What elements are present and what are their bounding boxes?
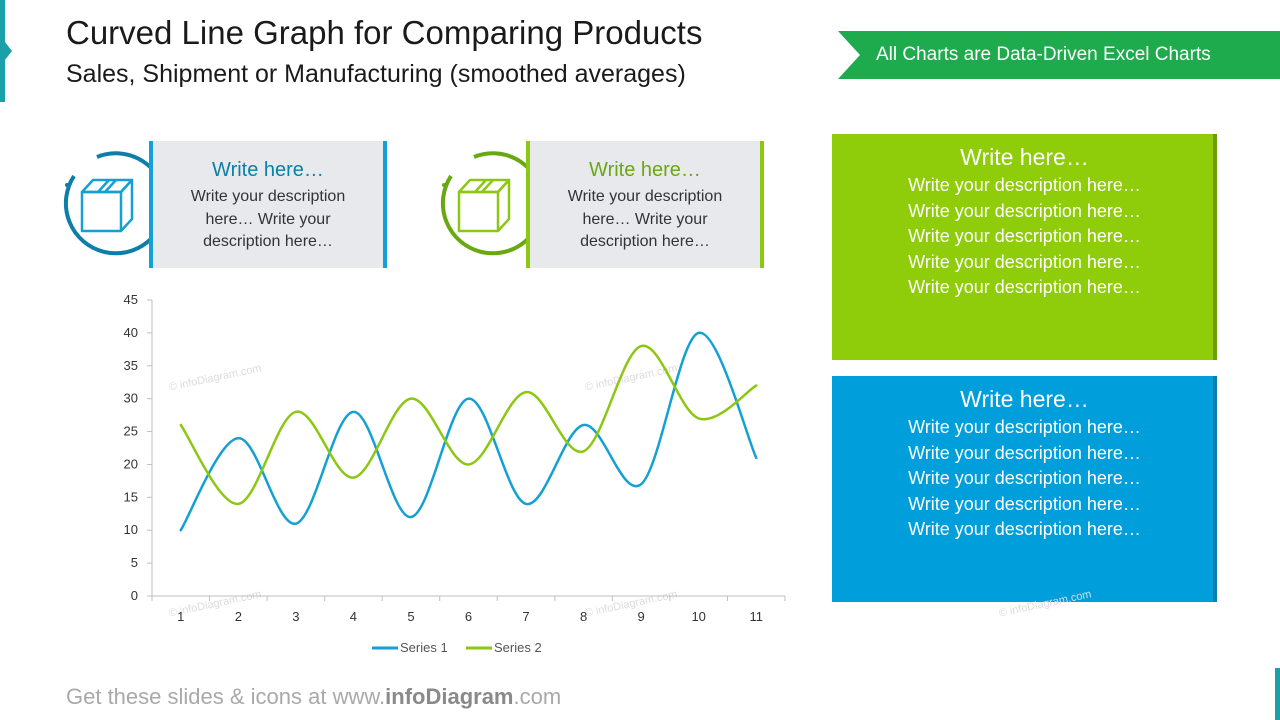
- callout-blue: Write here… Write your description here……: [149, 141, 387, 268]
- x-tick-label: 10: [691, 609, 705, 624]
- x-tick-label: 8: [580, 609, 587, 624]
- panel-heading: Write here…: [960, 386, 1089, 412]
- callout-left-bar: [149, 141, 153, 268]
- x-tick-label: 2: [235, 609, 242, 624]
- x-tick-label: 7: [522, 609, 529, 624]
- legend-label: Series 2: [494, 640, 542, 655]
- y-tick-label: 25: [124, 424, 138, 439]
- box-icon: [52, 148, 168, 265]
- callout-card: Write here… Write your description here……: [153, 141, 383, 268]
- x-tick-label: 9: [638, 609, 645, 624]
- x-tick-label: 3: [292, 609, 299, 624]
- left-accent-notch: [5, 42, 12, 60]
- callout-left-bar: [526, 141, 530, 268]
- callout-line: description here…: [203, 233, 333, 250]
- data-driven-ribbon: All Charts are Data-Driven Excel Charts: [838, 31, 1280, 79]
- x-tick-label: 5: [407, 609, 414, 624]
- x-tick-label: 11: [749, 609, 763, 624]
- panel-line: Write your description here…: [908, 175, 1141, 195]
- y-tick-label: 0: [131, 588, 138, 603]
- callout-right-bar: [760, 141, 764, 268]
- page-subtitle: Sales, Shipment or Manufacturing (smooth…: [66, 60, 686, 88]
- y-tick-label: 30: [124, 391, 138, 406]
- footer-suffix: .com: [513, 684, 562, 709]
- callout-line: here… Write your: [205, 210, 331, 228]
- panel-edge: [1213, 134, 1217, 360]
- callout-line: description here…: [580, 233, 710, 250]
- x-tick-label: 6: [465, 609, 472, 624]
- panel-heading: Write here…: [960, 144, 1089, 170]
- ribbon-label: All Charts are Data-Driven Excel Charts: [876, 44, 1211, 65]
- callout-line: Write your description: [190, 188, 346, 205]
- panel-line: Write your description here…: [908, 251, 1141, 272]
- y-tick-label: 45: [124, 292, 138, 307]
- y-tick-label: 15: [124, 489, 138, 504]
- y-tick-label: 5: [131, 555, 138, 570]
- panel-line: Write your description here…: [908, 442, 1141, 463]
- callout-green: Write here… Write your description here……: [526, 141, 764, 268]
- panel-line: Write your description here…: [908, 519, 1141, 539]
- panel-line: Write your description here…: [908, 468, 1141, 488]
- panel-line: Write your description here…: [908, 277, 1141, 297]
- right-accent-bar: [1275, 668, 1280, 720]
- series-line-2: [179, 344, 758, 506]
- panel-line: Write your description here…: [908, 226, 1141, 246]
- panel-blue: Write here… Write your description here……: [832, 376, 1217, 602]
- callout-heading: Write here…: [212, 159, 324, 181]
- page-title: Curved Line Graph for Comparing Products: [66, 14, 703, 51]
- callout-line: here… Write your: [582, 210, 708, 228]
- x-tick-label: 4: [350, 609, 357, 624]
- footer-prefix: Get these slides & icons at www.: [66, 684, 386, 709]
- y-tick-label: 35: [124, 358, 138, 373]
- panel-edge: [1213, 376, 1217, 602]
- callout-heading: Write here…: [589, 159, 701, 181]
- y-tick-label: 10: [124, 522, 138, 537]
- x-tick-label: 1: [177, 609, 184, 624]
- left-accent-bar: [0, 0, 5, 102]
- callout-line: Write your description: [567, 188, 723, 205]
- panel-line: Write your description here…: [908, 417, 1141, 437]
- series-line-1: [179, 331, 758, 532]
- panel-line: Write your description here…: [908, 200, 1141, 221]
- callout-card: Write here… Write your description here……: [530, 141, 760, 268]
- panel-line: Write your description here…: [908, 493, 1141, 514]
- callout-right-bar: [383, 141, 387, 268]
- footer: Get these slides & icons at www.infoDiag…: [66, 684, 561, 710]
- y-tick-label: 20: [124, 456, 138, 471]
- legend-label: Series 1: [400, 640, 448, 655]
- panel-green: Write here… Write your description here……: [832, 134, 1217, 360]
- y-tick-label: 40: [124, 325, 138, 340]
- box-icon: [429, 148, 545, 265]
- footer-brand: infoDiagram: [385, 684, 514, 709]
